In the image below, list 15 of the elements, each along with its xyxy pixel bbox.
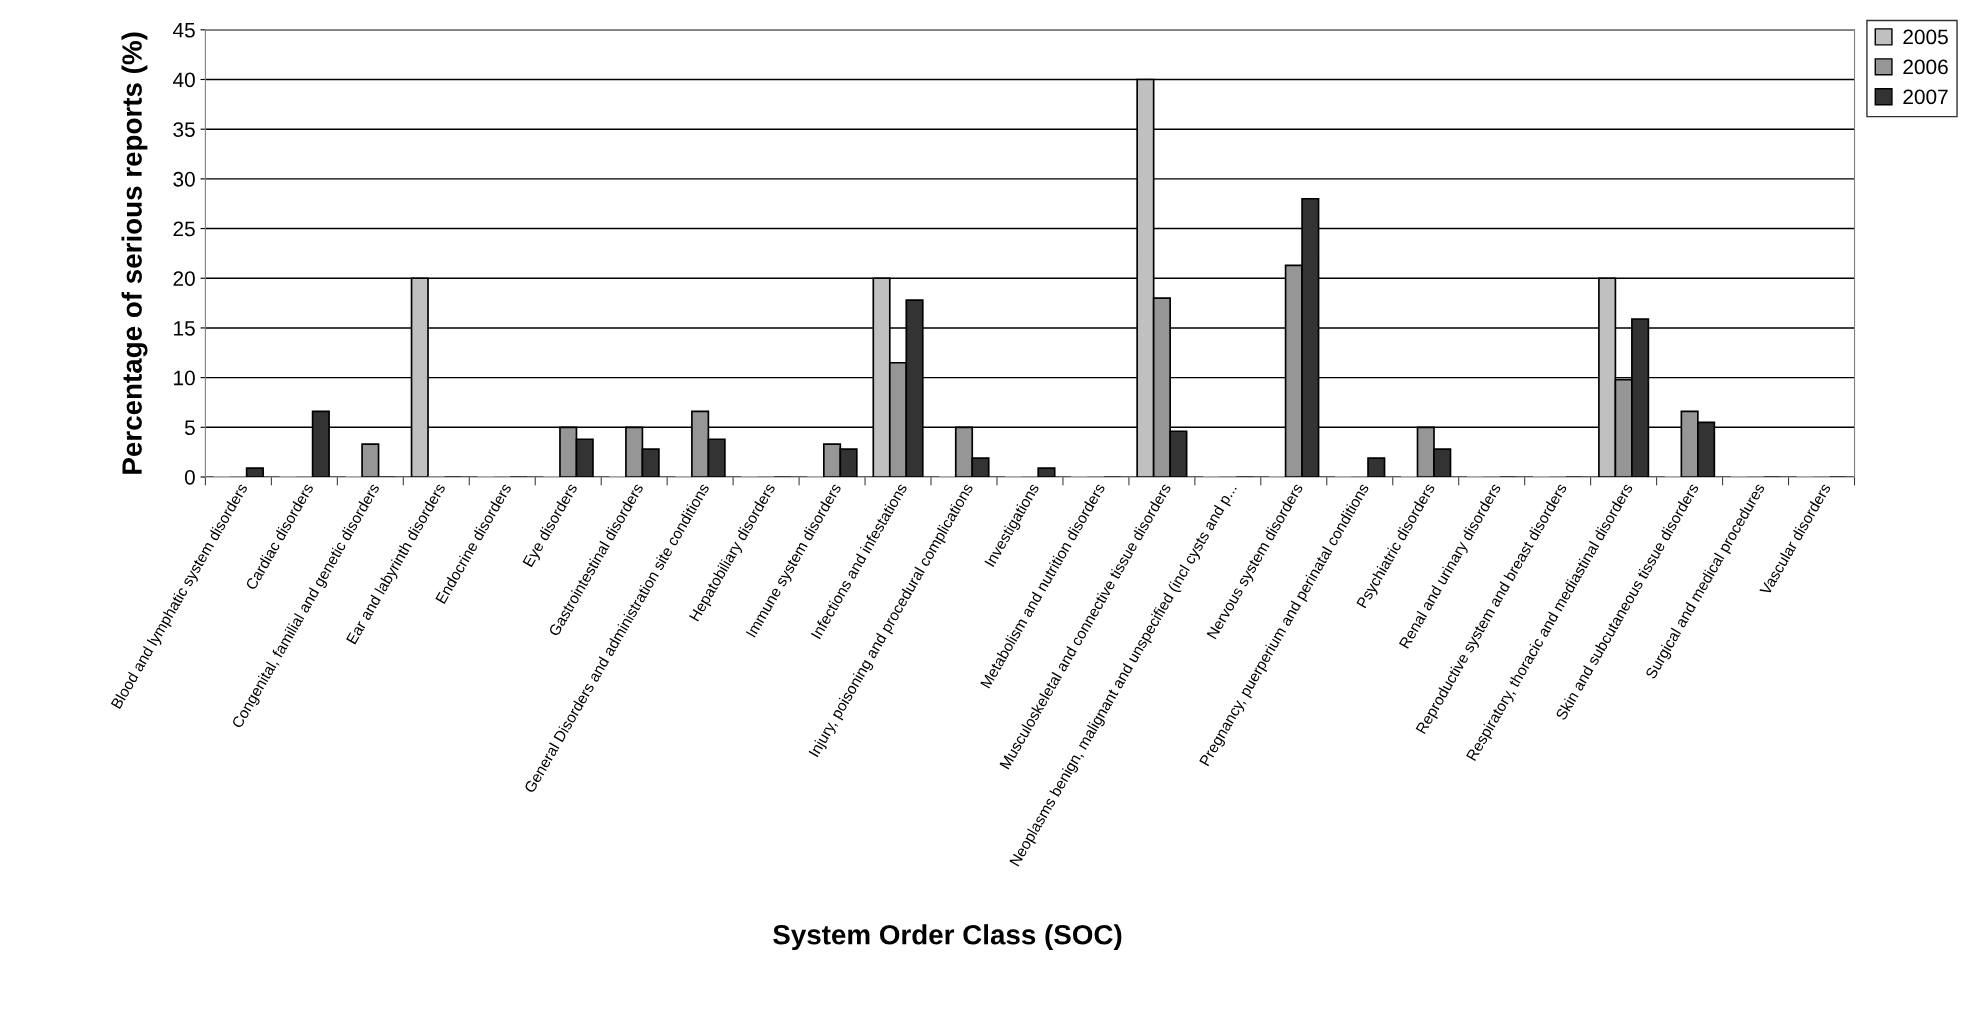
legend-label: 2005 xyxy=(1903,29,1948,45)
y-tick-label: 40 xyxy=(172,72,195,88)
y-tick-label: 5 xyxy=(184,420,195,436)
y-tick-label: 0 xyxy=(184,469,195,485)
y-tick-label: 25 xyxy=(173,221,195,237)
y-tick-label: 15 xyxy=(174,321,195,336)
x-axis-title: System Order Class (SOC) xyxy=(773,924,1122,951)
y-axis-title: Percentage of serious reports (%) xyxy=(121,32,148,474)
y-tick-label: 30 xyxy=(173,171,195,187)
y-tick-label: 45 xyxy=(172,23,195,38)
y-tick-label: 20 xyxy=(173,271,195,286)
legend-label: 2006 xyxy=(1903,59,1948,75)
y-tick-label: 10 xyxy=(174,370,195,386)
legend-label: 2007 xyxy=(1903,89,1948,105)
y-tick-label: 35 xyxy=(173,122,195,137)
